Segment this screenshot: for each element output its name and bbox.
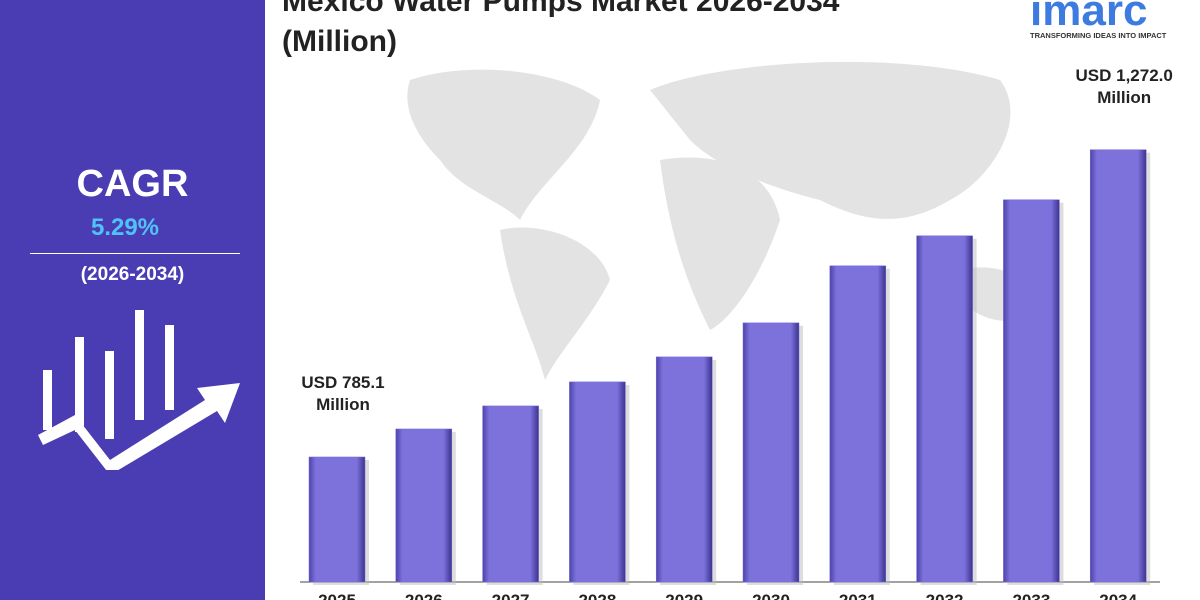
x-tick-label: 2031 (818, 591, 898, 600)
bar (742, 322, 800, 583)
x-tick-label: 2028 (557, 591, 637, 600)
divider (30, 253, 240, 254)
growth-icon (38, 310, 240, 470)
chart-title: Mexico Water Pumps Market 2026-2034 (Mil… (282, 0, 840, 58)
x-tick-label: 2027 (471, 591, 551, 600)
value-label: USD 785.1 Million (301, 372, 385, 414)
bar (395, 428, 453, 583)
bar (1003, 199, 1060, 583)
cagr-period: (2026-2034) (80, 264, 185, 285)
bar (482, 405, 539, 583)
bar (829, 265, 887, 583)
bar (1089, 149, 1147, 583)
x-tick-label: 2025 (297, 591, 377, 600)
logo-tagline: TRANSFORMING IDEAS INTO IMPACT (1030, 31, 1167, 40)
logo: imarc (1030, 0, 1148, 35)
x-tick-label: 2026 (384, 591, 464, 600)
bar (655, 356, 713, 583)
x-tick-label: 2034 (1078, 591, 1158, 600)
bar (569, 381, 626, 583)
value-label: USD 1,272.0 Million (1075, 65, 1173, 107)
sidebar: CAGR 5.29% (2026-2034) (0, 0, 265, 600)
x-tick-label: 2030 (731, 591, 811, 600)
cagr-label: CAGR (76, 163, 189, 205)
bar (916, 235, 973, 583)
x-tick-label: 2029 (644, 591, 724, 600)
x-tick-label: 2032 (905, 591, 985, 600)
cagr-value: 5.29% (90, 214, 160, 241)
x-tick-label: 2033 (991, 591, 1071, 600)
bar (308, 456, 366, 583)
